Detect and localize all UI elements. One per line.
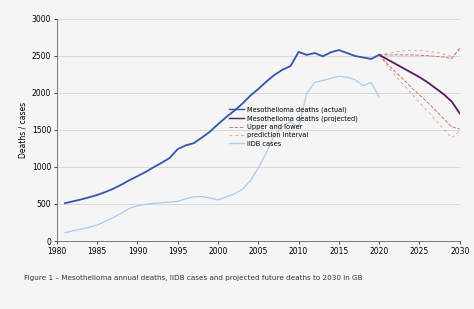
Y-axis label: Deaths / cases: Deaths / cases bbox=[18, 102, 27, 158]
Text: Figure 1 – Mesothelioma annual deaths, IIDB cases and projected future deaths to: Figure 1 – Mesothelioma annual deaths, I… bbox=[24, 275, 362, 281]
Legend: Mesothelioma deaths (actual), Mesothelioma deaths (projected), Upper and lower, : Mesothelioma deaths (actual), Mesothelio… bbox=[229, 106, 358, 147]
